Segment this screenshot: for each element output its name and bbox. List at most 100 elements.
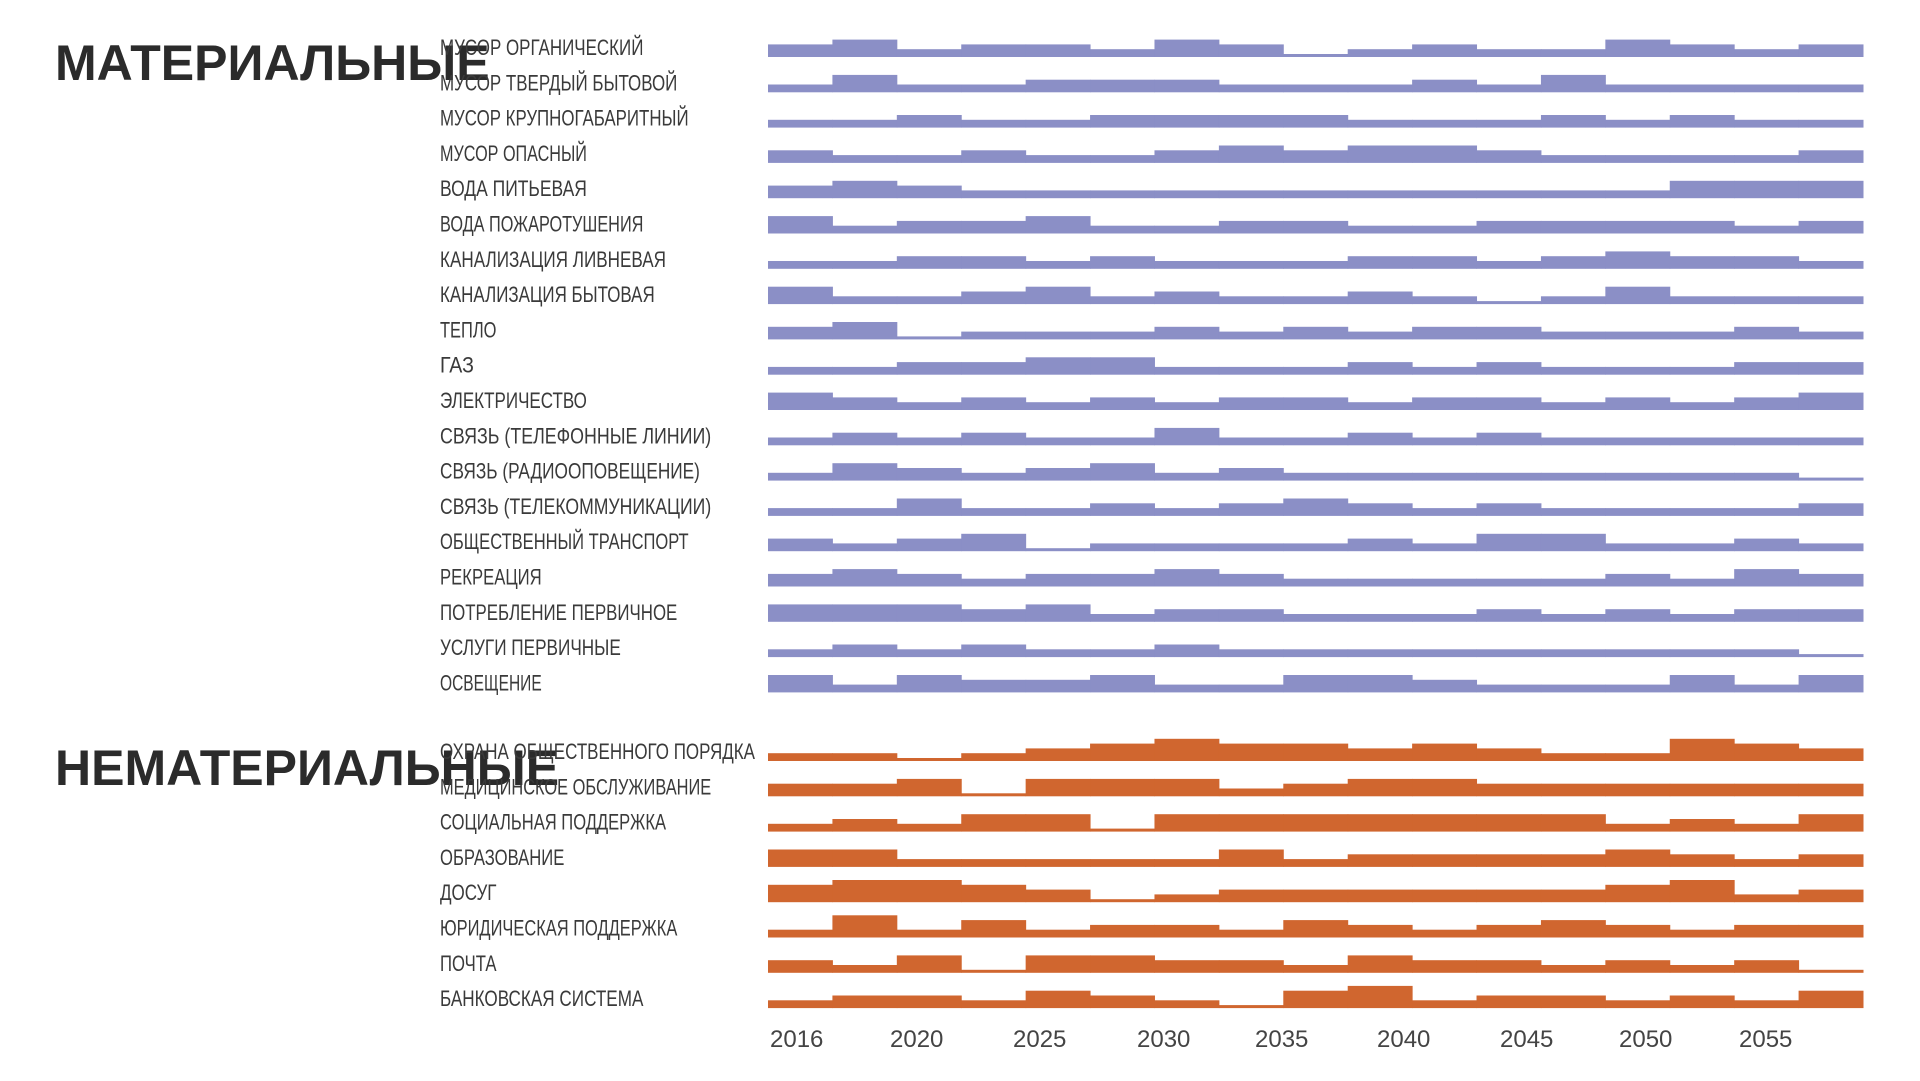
row-segment (1605, 573, 1671, 587)
row-segment (1025, 548, 1091, 552)
row-segment (961, 44, 1027, 57)
row-segment (1669, 331, 1735, 340)
row-segment (896, 538, 962, 552)
row-segment (768, 119, 833, 128)
row-segment (1669, 366, 1735, 375)
row-segment (1605, 924, 1671, 938)
row-label: ПОЧТА (440, 951, 497, 976)
row-segment (768, 573, 833, 587)
chart-row: БАНКОВСКАЯ СИСТЕМА (440, 985, 1864, 1011)
row-segment (1798, 675, 1864, 693)
row-segment (961, 190, 1027, 199)
row-segment (1798, 654, 1864, 658)
row-segment (832, 155, 898, 163)
row-segment (1412, 929, 1478, 938)
row-segment (1734, 225, 1800, 234)
row-segment (1025, 119, 1091, 128)
row-segment (1283, 859, 1349, 867)
row-segment (1283, 649, 1349, 658)
row-segment (1798, 477, 1864, 481)
row-segment (1218, 366, 1284, 375)
row-segment (1412, 397, 1478, 410)
row-segment (1154, 190, 1220, 199)
row-segment (1090, 296, 1155, 305)
row-segment (1734, 180, 1800, 199)
row-segment (1669, 819, 1735, 832)
row-segment (768, 366, 833, 375)
row-segment (768, 84, 833, 93)
row-segment (1283, 326, 1349, 340)
row-label: РЕКРЕАЦИЯ (440, 565, 542, 590)
row-segment (1025, 649, 1091, 658)
row-segment (1669, 256, 1735, 269)
row-segment (961, 533, 1027, 552)
row-segment (1025, 402, 1091, 410)
row-segment (961, 679, 1027, 693)
x-tick-label: 2050 (1619, 1026, 1672, 1053)
row-segment (1734, 397, 1800, 410)
row-segment (1540, 74, 1606, 93)
row-segment (1798, 261, 1864, 269)
row-segment (1412, 889, 1478, 903)
row-segment (961, 578, 1027, 587)
row-segment (832, 322, 898, 340)
row-segment (1540, 753, 1606, 761)
row-label: СВЯЗЬ (РАДИООПОВЕЩЕНИЕ) (440, 459, 700, 484)
row-segment (961, 508, 1027, 516)
row-segment (1476, 397, 1542, 410)
row-segment (1025, 929, 1091, 938)
row-segment (1090, 357, 1155, 375)
row-segment (1090, 225, 1155, 234)
row-segment (961, 753, 1027, 761)
row-segment (768, 538, 833, 552)
row-label: ВОДА ПОЖАРОТУШЕНИЯ (440, 212, 643, 237)
row-segment (1540, 965, 1606, 973)
row-segment (1412, 472, 1478, 481)
row-segment (1540, 190, 1606, 199)
row-segment (1025, 79, 1091, 93)
row-segment (1154, 924, 1220, 938)
row-segment (1798, 748, 1864, 761)
chart-row: СВЯЗЬ (РАДИООПОВЕЩЕНИЕ) (440, 459, 1864, 484)
row-label: ОХРАНА ОБЩЕСТВЕННОГО ПОРЯДКА (440, 739, 755, 764)
row-segment (1540, 331, 1606, 340)
row-segment (1283, 889, 1349, 903)
row-label: МЕДИЦИНСКОЕ ОБСЛУЖИВАНИЕ (440, 774, 711, 799)
row-segment (896, 402, 962, 410)
row-segment (1025, 604, 1091, 622)
row-segment (1283, 783, 1349, 797)
chart-row: КАНАЛИЗАЦИЯ ЛИВНЕВАЯ (440, 247, 1864, 272)
row-segment (832, 397, 898, 410)
row-segment (1218, 684, 1284, 693)
row-segment (896, 115, 962, 128)
row-segment (1476, 432, 1542, 446)
row-segment (1540, 889, 1606, 903)
row-segment (1154, 738, 1220, 761)
row-segment (1154, 115, 1220, 128)
row-segment (1605, 155, 1671, 163)
x-tick-label: 2020 (890, 1026, 943, 1053)
row-label: ЮРИДИЧЕСКАЯ ПОДДЕРЖКА (440, 916, 678, 941)
row-segment (961, 256, 1027, 269)
row-segment (1669, 220, 1735, 234)
row-label: КАНАЛИЗАЦИЯ ЛИВНЕВАЯ (440, 247, 666, 272)
row-segment (1218, 543, 1284, 552)
row-segment (1090, 79, 1155, 93)
row-segment (1283, 115, 1349, 128)
row-segment (768, 44, 833, 57)
row-segment (1605, 884, 1671, 903)
section-title: НЕМАТЕРИАЛЬНЫЕ (55, 740, 559, 796)
row-segment (1090, 955, 1155, 973)
row-segment (1412, 743, 1478, 761)
row-segment (1605, 960, 1671, 973)
row-segment (768, 960, 833, 973)
row-segment (1540, 437, 1606, 446)
row-segment (1412, 543, 1478, 552)
row-segment (832, 366, 898, 375)
row-segment (1476, 220, 1542, 234)
row-segment (896, 573, 962, 587)
row-segment (1090, 859, 1155, 867)
row-segment (1476, 814, 1542, 832)
row-segment (1605, 609, 1671, 622)
row-label: ГАЗ (440, 353, 474, 378)
